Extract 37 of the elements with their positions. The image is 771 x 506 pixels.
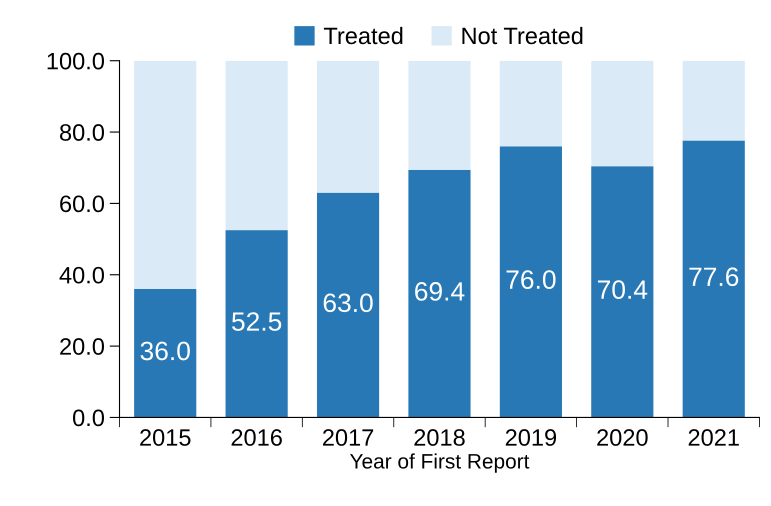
x-tick-label: 2020 xyxy=(597,429,648,446)
x-tick-label: 2021 xyxy=(688,429,739,446)
bar xyxy=(408,170,471,418)
x-tick-label: 2018 xyxy=(414,429,465,446)
data-label: 70.4 xyxy=(598,280,648,299)
x-tick-label: 2016 xyxy=(232,429,282,446)
x-axis-title: Year of First Report xyxy=(350,453,530,473)
legend-label: Treated xyxy=(324,26,402,44)
data-label: 52.5 xyxy=(232,312,282,331)
data-label: 77.6 xyxy=(689,267,738,286)
y-tick-label: 100.0 xyxy=(48,52,104,70)
bar xyxy=(682,60,745,141)
x-tick-label: 2017 xyxy=(322,429,374,446)
data-label: 36.0 xyxy=(140,342,190,360)
bar xyxy=(591,166,654,418)
data-label: 76.0 xyxy=(506,270,556,289)
bar xyxy=(682,140,745,418)
data-label: 63.0 xyxy=(324,293,373,312)
bar xyxy=(316,192,380,418)
legend-label: Not Treated xyxy=(462,26,582,44)
bar xyxy=(226,230,288,418)
y-tick-label: 20.0 xyxy=(60,338,104,355)
bar xyxy=(408,60,471,170)
bar xyxy=(500,60,562,146)
y-tick-label: 80.0 xyxy=(60,124,104,141)
bar xyxy=(226,60,288,230)
y-tick-label: 0.0 xyxy=(73,410,104,426)
bar xyxy=(134,289,196,418)
y-tick-label: 60.0 xyxy=(60,195,104,212)
bar xyxy=(591,60,654,166)
y-tick-label: 40.0 xyxy=(60,266,104,284)
x-tick-label: 2019 xyxy=(506,429,556,446)
bar xyxy=(500,146,562,418)
data-label: 69.4 xyxy=(415,282,464,301)
bar xyxy=(134,60,196,290)
x-tick-label: 2015 xyxy=(140,429,190,446)
bar xyxy=(316,60,380,193)
